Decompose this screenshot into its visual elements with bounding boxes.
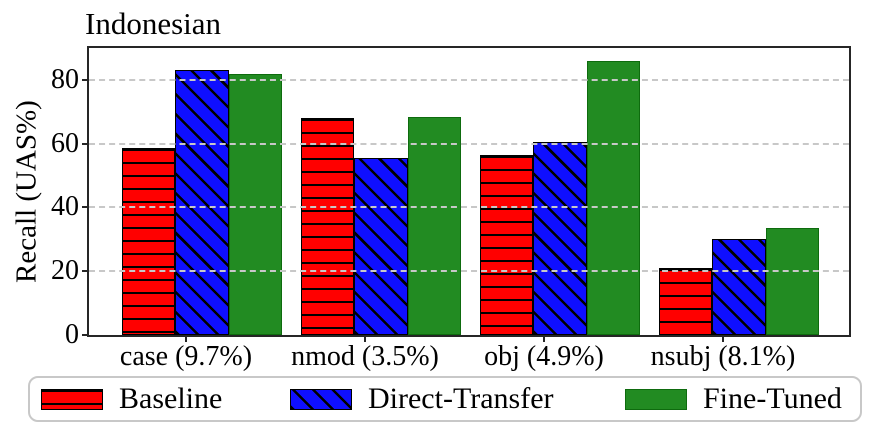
y-tick-label-0: 0 — [65, 319, 79, 350]
x-tick-mark-case-9-7 — [185, 337, 187, 342]
x-tick-label-nmod-3-5: nmod (3.5%) — [291, 341, 439, 372]
y-tick-label-20: 20 — [51, 255, 79, 287]
bar-baseline-obj-4-9 — [479, 154, 534, 335]
legend-swatch-fine-tuned — [625, 388, 687, 410]
legend-item-baseline: Baseline — [41, 378, 222, 420]
y-tick-mark-0 — [82, 334, 87, 336]
x-tick-mark-nsubj-8-1 — [722, 337, 724, 342]
x-tick-label-nsubj-8-1: nsubj (8.1%) — [650, 341, 796, 372]
x-tick-mark-obj-4-9 — [543, 337, 545, 342]
bar-fine-tuned-nmod-3-5 — [407, 116, 462, 335]
x-tick-label-case-9-7: case (9.7%) — [119, 341, 253, 372]
legend-swatch-baseline — [41, 388, 103, 410]
y-tick-label-80: 80 — [51, 63, 79, 95]
y-tick-mark-40 — [82, 206, 87, 209]
y-tick-label-60: 60 — [51, 127, 79, 159]
legend-label-direct-transfer: Direct-Transfer — [368, 382, 554, 415]
y-tick-mark-80 — [82, 78, 87, 81]
gridline-y-40 — [89, 206, 849, 209]
bar-direct-transfer-obj-4-9 — [533, 142, 587, 335]
plot-area — [87, 46, 851, 337]
gridline-y-60 — [89, 142, 849, 145]
bar-baseline-nmod-3-5 — [300, 118, 355, 335]
legend-label-fine-tuned: Fine-Tuned — [703, 382, 842, 415]
x-tick-mark-nmod-3-5 — [364, 337, 366, 342]
gridline-y-80 — [89, 78, 849, 81]
y-tick-label-40: 40 — [51, 191, 79, 223]
gridline-y-20 — [89, 270, 849, 273]
bar-direct-transfer-nsubj-8-1 — [712, 239, 766, 335]
legend: Baseline Direct-Transfer Fine-Tuned — [28, 376, 862, 422]
bar-fine-tuned-nsubj-8-1 — [765, 228, 820, 335]
bar-baseline-nsubj-8-1 — [658, 268, 713, 335]
chart-title: Indonesian — [85, 6, 222, 41]
y-tick-mark-60 — [82, 142, 87, 145]
legend-swatch-direct-transfer — [290, 388, 352, 410]
bar-direct-transfer-case-9-7 — [175, 70, 229, 335]
legend-item-direct-transfer: Direct-Transfer — [290, 378, 554, 420]
bar-baseline-case-9-7 — [121, 148, 176, 335]
x-tick-label-obj-4-9: obj (4.9%) — [484, 341, 604, 372]
bar-fine-tuned-case-9-7 — [228, 73, 283, 335]
legend-item-fine-tuned: Fine-Tuned — [625, 378, 842, 420]
bar-fine-tuned-obj-4-9 — [586, 60, 641, 335]
bar-direct-transfer-nmod-3-5 — [354, 158, 408, 335]
legend-label-baseline: Baseline — [119, 382, 223, 415]
y-tick-mark-20 — [82, 270, 87, 273]
